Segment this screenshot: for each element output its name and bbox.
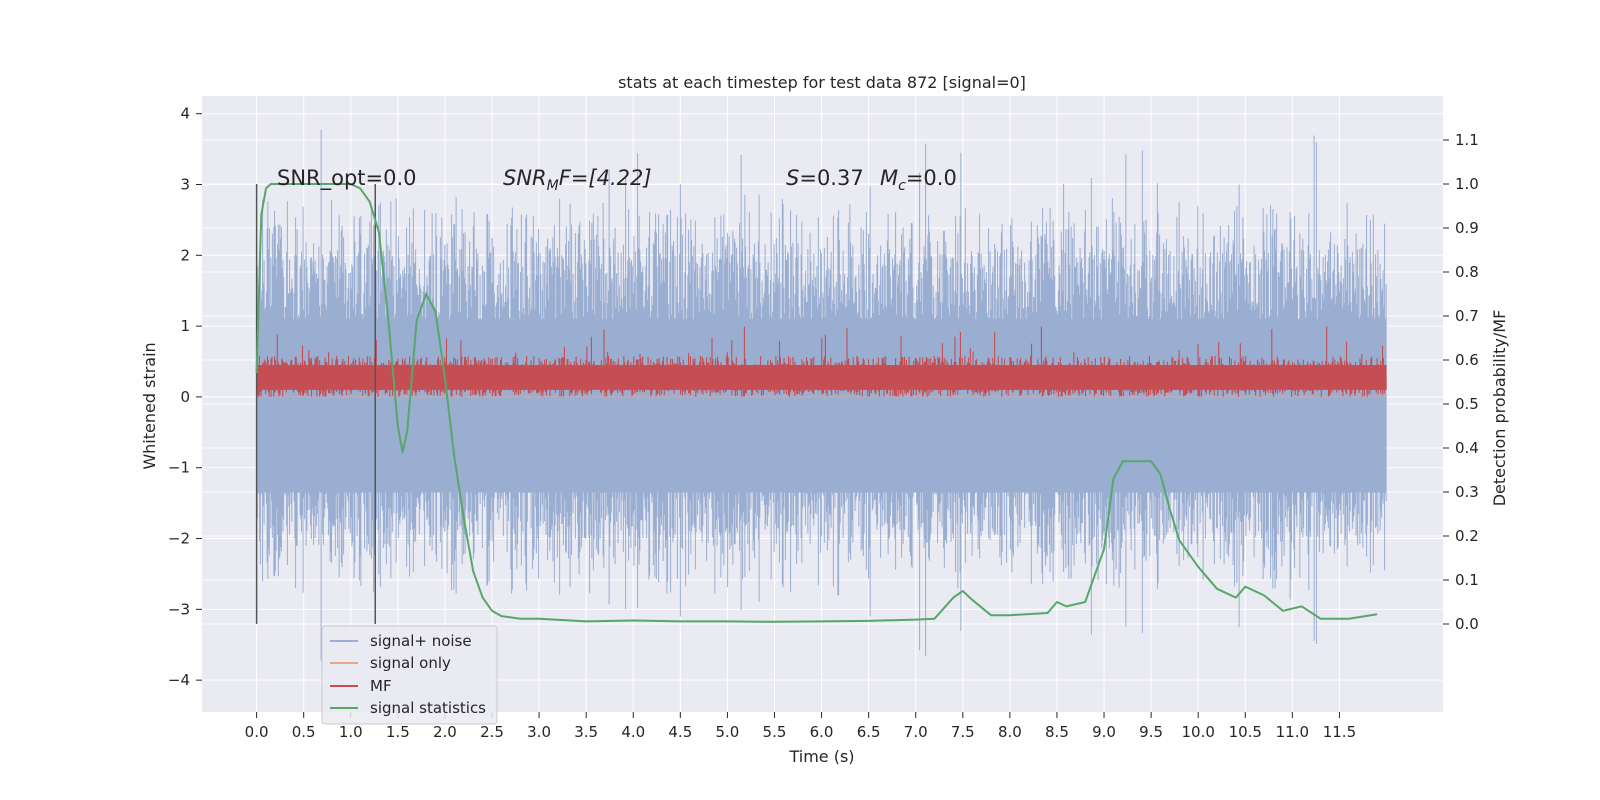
- legend-label-signal-noise: signal+ noise: [370, 632, 472, 650]
- y-right-tick-label: 0.9: [1455, 219, 1479, 237]
- y-tick-label: 3: [180, 176, 190, 194]
- x-tick-label: 3.0: [527, 723, 551, 741]
- x-tick-label: 2.0: [433, 723, 457, 741]
- ticks: 0.0 0.5 1.0 1.5 2.0 2.5 3.0 3.5 4.0 4.5 5.0 5.5 6.0 6…: [168, 105, 1479, 741]
- y-tick-label: −1: [168, 459, 190, 477]
- x-tick-label: 4.0: [621, 723, 645, 741]
- x-axis-label: Time (s): [788, 747, 854, 766]
- x-tick-label: 3.5: [574, 723, 598, 741]
- annotation-snr-mf: SNRMF=[4.22]: [503, 166, 652, 194]
- mf-core: [256, 365, 1387, 390]
- x-tick-label: 1.5: [386, 723, 410, 741]
- y-right-axis-label: Detection probability/MF: [1490, 310, 1509, 507]
- x-tick-label: 8.5: [1045, 723, 1069, 741]
- y-axis-label: Whitened strain: [140, 342, 159, 469]
- y-right-tick-label: 0.8: [1455, 263, 1479, 281]
- legend-box: [321, 625, 498, 725]
- y-right-tick-label: 0.4: [1455, 439, 1479, 457]
- x-tick-label: 1.0: [339, 723, 363, 741]
- legend-label-signal-statistics: signal statistics: [370, 699, 486, 717]
- x-tick-label: 0.0: [245, 723, 269, 741]
- x-tick-label: 8.0: [998, 723, 1022, 741]
- x-tick-label: 5.5: [763, 723, 787, 741]
- y-tick-label: 4: [180, 105, 190, 123]
- y-right-tick-label: 0.6: [1455, 351, 1479, 369]
- annotation-mc: Mc=0.0: [880, 166, 957, 194]
- y-right-tick-label: 0.2: [1455, 527, 1479, 545]
- annotation-s: S=0.37: [786, 166, 864, 190]
- x-tick-label: 0.5: [292, 723, 316, 741]
- y-tick-label: −3: [168, 600, 190, 618]
- y-tick-label: −4: [168, 671, 190, 689]
- x-tick-label: 9.0: [1092, 723, 1116, 741]
- legend-label-mf: MF: [370, 677, 392, 695]
- x-tick-label: 7.0: [904, 723, 928, 741]
- x-tick-label: 6.5: [857, 723, 881, 741]
- y-right-tick-label: 0.3: [1455, 483, 1479, 501]
- x-tick-label: 10.5: [1229, 723, 1262, 741]
- y-right-tick-label: 0.0: [1455, 615, 1479, 633]
- x-tick-label: 11.5: [1323, 723, 1356, 741]
- signal-statistics-series: [255, 183, 1378, 623]
- x-tick-label: 11.0: [1276, 723, 1309, 741]
- y-tick-label: 2: [180, 246, 190, 264]
- x-tick-label: 10.0: [1181, 723, 1214, 741]
- y-tick-label: −2: [168, 530, 190, 548]
- y-right-tick-label: 0.5: [1455, 395, 1479, 413]
- y-tick-label: 1: [180, 317, 190, 335]
- x-tick-label: 7.5: [951, 723, 975, 741]
- x-tick-label: 9.5: [1139, 723, 1163, 741]
- y-right-tick-label: 1.0: [1455, 175, 1479, 193]
- chart-title: stats at each timestep for test data 872…: [618, 73, 1026, 92]
- x-tick-label: 4.5: [668, 723, 692, 741]
- x-tick-label: 6.0: [810, 723, 834, 741]
- x-tick-label: 2.5: [480, 723, 504, 741]
- y-right-tick-label: 1.1: [1455, 131, 1479, 149]
- y-right-tick-label: 0.1: [1455, 571, 1479, 589]
- vertical-lines: [255, 184, 377, 624]
- x-tick-label: 5.0: [715, 723, 739, 741]
- legend: signal+ noise signal only MF signal stat…: [321, 625, 498, 725]
- signal-statistics-line: [255, 183, 1378, 623]
- y-right-tick-label: 0.7: [1455, 307, 1479, 325]
- y-tick-label: 0: [180, 388, 190, 406]
- legend-label-signal-only: signal only: [370, 654, 451, 672]
- annotation-snr-opt: SNR_opt=0.0: [277, 166, 417, 191]
